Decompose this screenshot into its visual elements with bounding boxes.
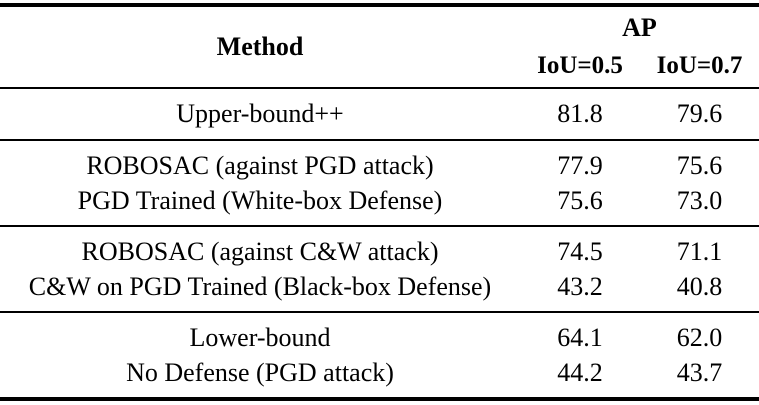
group-cw-defense: ROBOSAC (against C&W attack) 74.5 71.1 C… (0, 227, 759, 311)
ap-iou05-cell: 43.2 (557, 271, 603, 301)
table-row: No Defense (PGD attack) 44.2 43.7 (0, 355, 759, 390)
column-header-iou05: IoU=0.5 (537, 52, 623, 79)
method-cell: No Defense (PGD attack) (126, 357, 394, 387)
table-top-rule (0, 3, 759, 7)
table-row: ROBOSAC (against PGD attack) 77.9 75.6 (0, 148, 759, 183)
column-header-iou07: IoU=0.7 (656, 52, 743, 79)
ap-iou05-cell: 44.2 (557, 357, 603, 387)
method-cell: Lower-bound (189, 322, 331, 352)
group-pgd-defense: ROBOSAC (against PGD attack) 77.9 75.6 P… (0, 141, 759, 225)
ap-iou07-cell: 75.6 (676, 150, 723, 180)
group-divider-rule (0, 311, 759, 313)
ap-header-block: AP IoU=0.5 IoU=0.7 (520, 7, 759, 87)
iou-subheader-row: IoU=0.5 IoU=0.7 (520, 47, 759, 85)
column-header-ap: AP (622, 13, 657, 42)
ap-iou07-cell: 73.0 (676, 185, 723, 215)
group-divider-rule (0, 225, 759, 227)
ap-iou07-cell: 79.6 (676, 99, 723, 128)
table-header: Method AP IoU=0.5 IoU=0.7 (0, 7, 759, 87)
table-row: ROBOSAC (against C&W attack) 74.5 71.1 (0, 234, 759, 269)
method-cell: PGD Trained (White-box Defense) (77, 185, 443, 215)
ap-iou05-cell: 75.6 (557, 185, 603, 215)
method-cell: ROBOSAC (against C&W attack) (81, 236, 439, 266)
column-header-method: Method (216, 32, 304, 61)
method-cell: ROBOSAC (against PGD attack) (86, 150, 434, 180)
ap-iou07-cell: 43.7 (676, 357, 723, 387)
table-bottom-rule (0, 397, 759, 401)
ap-iou05-cell: 74.5 (557, 236, 603, 266)
group-divider-rule (0, 139, 759, 141)
group-lower-bound: Lower-bound 64.1 62.0 No Defense (PGD at… (0, 313, 759, 397)
ap-iou05-cell: 81.8 (557, 99, 603, 128)
ap-iou05-cell: 64.1 (557, 322, 603, 352)
table-row: Lower-bound 64.1 62.0 (0, 320, 759, 355)
table-row: C&W on PGD Trained (Black-box Defense) 4… (0, 269, 759, 304)
method-cell: C&W on PGD Trained (Black-box Defense) (28, 271, 492, 301)
header-divider-rule (0, 87, 759, 89)
ap-iou07-cell: 40.8 (676, 271, 723, 301)
ap-iou07-cell: 71.1 (676, 236, 723, 266)
table-row: Upper-bound++ 81.8 79.6 (0, 96, 759, 132)
ap-iou07-cell: 62.0 (676, 322, 723, 352)
group-upper-bound: Upper-bound++ 81.8 79.6 (0, 89, 759, 139)
method-cell: Upper-bound++ (176, 99, 344, 128)
ap-iou05-cell: 77.9 (557, 150, 603, 180)
table-row: PGD Trained (White-box Defense) 75.6 73.… (0, 183, 759, 218)
